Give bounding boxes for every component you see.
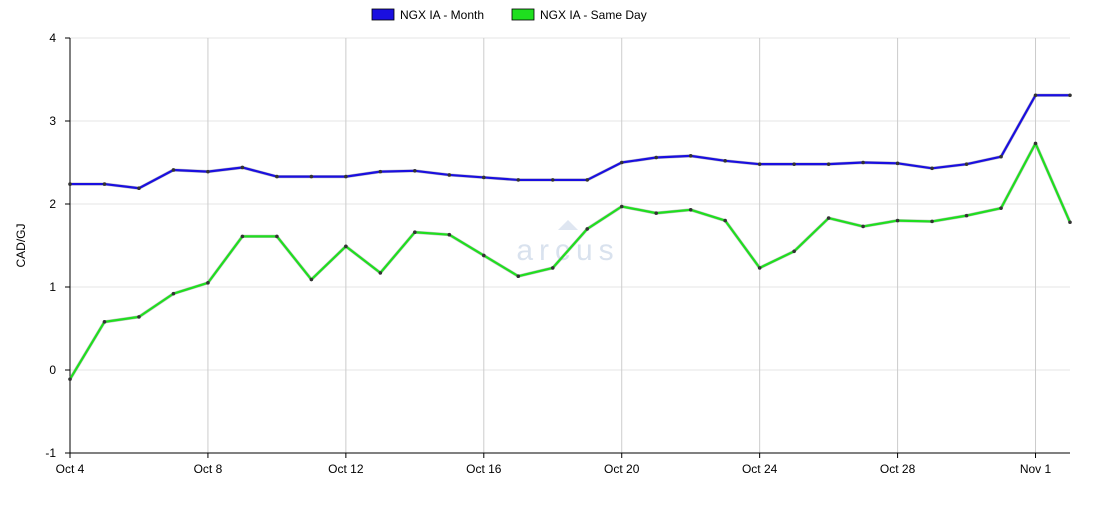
legend-label: NGX IA - Month: [400, 8, 484, 22]
legend[interactable]: NGX IA - Month NGX IA - Same Day: [371, 8, 647, 22]
data-point: [516, 274, 521, 279]
data-point: [102, 182, 107, 186]
data-point: [895, 161, 900, 166]
data-point: [275, 234, 279, 239]
data-point: [619, 160, 624, 165]
data-point: [1033, 141, 1038, 146]
data-point: [723, 159, 727, 163]
data-point: [1033, 93, 1038, 98]
y-axis-label: CAD/GJ: [14, 223, 28, 267]
watermark: arcus: [516, 220, 619, 267]
x-tick-label: Oct 12: [328, 462, 364, 476]
x-tick-label: Oct 4: [56, 462, 85, 476]
data-point: [826, 216, 831, 220]
data-point: [619, 204, 624, 209]
x-tick-label: Oct 16: [466, 462, 502, 476]
data-point: [516, 178, 521, 182]
legend-swatch: [371, 8, 395, 21]
y-tick-label: 3: [49, 114, 56, 128]
data-point: [137, 315, 141, 319]
x-tick-label: Oct 24: [742, 462, 778, 476]
series-line-shadow: [70, 93, 1070, 190]
x-tick-label: Oct 8: [194, 462, 223, 476]
data-point: [861, 160, 865, 165]
data-point: [481, 253, 486, 258]
legend-item[interactable]: NGX IA - Month: [371, 8, 484, 22]
y-tick-label: 4: [49, 31, 56, 45]
series: [68, 93, 1072, 381]
data-point: [585, 227, 590, 231]
data-point: [240, 234, 245, 239]
data-point: [861, 224, 865, 229]
legend-label: NGX IA - Same Day: [540, 8, 647, 22]
data-point: [378, 271, 383, 275]
data-point: [930, 219, 934, 224]
x-tick-label: Oct 20: [604, 462, 640, 476]
data-point: [275, 174, 279, 179]
data-point: [171, 168, 176, 172]
data-point: [413, 169, 417, 173]
data-point: [792, 249, 796, 254]
data-point: [1068, 93, 1072, 98]
y-tick-label: 2: [49, 197, 56, 211]
grid: [70, 37, 1070, 454]
data-point: [826, 162, 831, 166]
data-point: [723, 218, 727, 223]
data-point: [309, 174, 314, 179]
data-point: [688, 154, 693, 158]
data-point: [654, 155, 659, 160]
data-point: [344, 174, 348, 179]
y-tick-label: -1: [45, 446, 56, 460]
data-point: [447, 232, 452, 237]
axes: -1 0 1 2 3 4 Oct 4 Oct 8 Oct 12 Oct 16 Oct 20 Oct 2…: [14, 31, 1070, 476]
data-point: [792, 162, 796, 166]
y-tick-label: 0: [49, 363, 56, 377]
data-point: [137, 186, 141, 191]
data-point: [206, 169, 210, 174]
legend-item[interactable]: NGX IA - Same Day: [511, 8, 647, 22]
data-point: [413, 230, 417, 235]
data-point: [757, 162, 762, 166]
x-tick-label: Oct 28: [880, 462, 916, 476]
data-point: [378, 169, 383, 174]
series-line: [69, 142, 1072, 380]
x-tick-label: Nov 1: [1020, 462, 1052, 476]
data-point: [964, 162, 969, 166]
data-point: [68, 182, 72, 186]
watermark-text: arcus: [516, 234, 619, 267]
data-point: [309, 277, 314, 282]
legend-swatch: [511, 8, 535, 21]
data-point: [999, 154, 1003, 159]
data-point: [206, 281, 210, 285]
data-point: [171, 291, 176, 296]
data-point: [102, 320, 107, 324]
data-point: [481, 175, 486, 180]
data-point: [1068, 220, 1072, 225]
data-point: [964, 213, 969, 218]
data-point: [447, 173, 452, 177]
data-point: [999, 206, 1003, 210]
watermark-logo-icon: [558, 220, 578, 230]
data-point: [240, 165, 245, 170]
data-point: [757, 266, 762, 270]
data-point: [895, 218, 900, 223]
data-point: [550, 266, 555, 270]
data-point: [550, 178, 555, 182]
data-point: [930, 166, 934, 171]
data-point: [344, 244, 348, 249]
y-tick-label: 1: [49, 280, 56, 294]
data-point: [68, 377, 72, 381]
data-point: [654, 211, 659, 215]
series-line: [70, 94, 1070, 190]
data-point: [585, 178, 590, 182]
data-point: [688, 208, 693, 212]
